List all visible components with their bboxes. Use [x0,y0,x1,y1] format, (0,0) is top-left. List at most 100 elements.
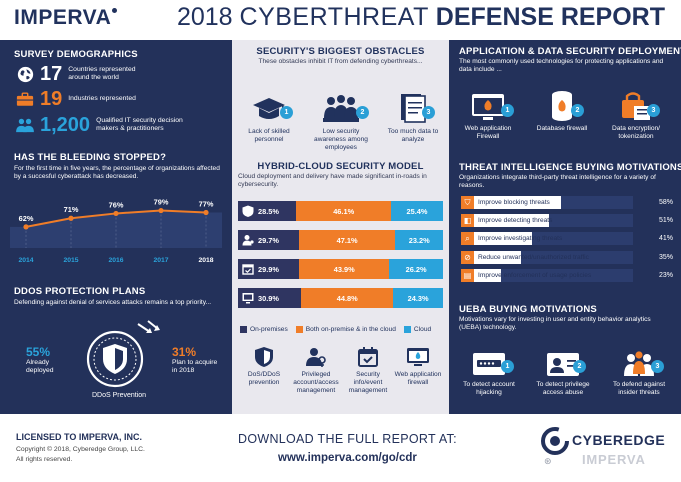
hybrid-seg-both-value: 44.8% [336,293,358,303]
threat-bar-track: ▤ Improve enforcement of usage policies [461,269,633,282]
web-firewall-icon [407,348,429,366]
appsec-3-label: Data encryption/ tokenization [611,125,660,140]
ueba-subtitle: Motivations vary for investing in user a… [459,316,651,331]
briefcase-icon [16,90,34,108]
hybrid-seg-onprem-value: 28.5% [258,206,279,216]
demo-row-practitioners: 1,200 Qualified IT security decision mak… [16,113,186,137]
legend-onprem: On-premises [240,326,288,333]
threat-bar-track: ⌕ Improve investigating threats [461,232,633,245]
hybrid-seg-both-value: 46.1% [333,206,355,216]
lock-folder-icon [622,92,650,120]
threat-bar-icon: ▤ [461,269,474,282]
threat-bar-row: ◧ Improve detecting threats 51% [461,214,675,227]
user-key-icon [242,235,254,246]
ueba-3-label: To defend against insider threats [612,381,666,396]
people-icon [16,116,34,134]
footer: LICENSED TO IMPERVA, INC. Copyright © 20… [0,414,681,482]
chart-data-label: 71% [64,205,79,214]
login-hijack-icon [473,353,505,375]
hybrid-icon-pam-label: Privileged account/access management [293,371,339,394]
ddos-arrows [136,320,162,342]
hybrid-seg-both-value: 43.9% [333,264,355,274]
obstacle-1-label: Lack of skilled personnel [248,128,290,143]
hybrid-seg-both-value: 47.1% [336,235,358,245]
threat-title: THREAT INTELLIGENCE BUYING MOTIVATIONS [459,162,681,173]
calendar-check-icon [242,264,254,275]
threat-bar-row: ⊘ Reduce unwanted/unauthorized traffic 35% [461,251,675,264]
globe-icon [16,65,34,83]
ueba-3-badge: 3 [651,360,664,373]
download-title: DOWNLOAD THE FULL REPORT AT: [238,432,457,446]
download-url-link[interactable]: www.imperva.com/go/cdr [278,452,417,464]
hybrid-seg-cloud: 25.4% [390,201,443,221]
obstacles-title: SECURITY'S BIGGEST OBSTACLES [256,46,425,57]
hybrid-legend: On-premises Both on-premise & in the clo… [240,326,439,333]
appsec-3-badge: 3 [647,104,660,117]
obstacle-3-label: Too much data to analyze [387,128,439,143]
legend-both-label: Both on-premise & in the cloud [305,326,396,333]
hybrid-icon-ddos-label: DoS/DDoS prevention [247,371,281,386]
appsec-2-badge: 2 [571,104,584,117]
legend-cloud: Cloud [403,326,431,333]
threat-bar-label: Improve investigating threats [478,235,563,242]
ueba-item-3: 3 To defend against insider threats [605,344,673,397]
report-title: 2018 CYBERTHREAT DEFENSE REPORT [177,3,665,32]
ueba-2-badge: 2 [573,360,586,373]
shield-icon [255,347,273,367]
threat-bar-label: Improve enforcement of usage policies [478,272,592,279]
cyberedge-logo-icon [541,427,569,455]
imperva-logo[interactable]: IMPERVA [14,6,118,30]
bleeding-subtitle: For the first time in five years, the pe… [14,165,220,180]
hybrid-icon-ddos: DoS/DDoS prevention [238,346,290,387]
bleeding-chart: 62% 2014 71% 2015 76% 2016 79% 2017 77% 2018 [10,192,222,268]
cyberedge-part-a: CYBER [572,432,624,448]
hybrid-seg-cloud-value: 25.4% [406,206,428,216]
obstacle-3-badge: 3 [422,106,435,119]
threat-bar-track: ◧ Improve detecting threats [461,214,633,227]
hybrid-seg-both: 46.1% [296,201,391,221]
threat-bar-pct: 58% [658,199,673,206]
hybrid-seg-cloud-value: 23.2% [408,235,430,245]
threat-bar-row: ⌕ Improve investigating threats 41% [461,232,675,245]
cyberedge-logo[interactable]: CYBEREDGE [572,432,665,448]
hybrid-seg-onprem: 30.9% [238,288,302,308]
hybrid-seg-cloud-value: 26.2% [405,264,427,274]
ddos-plan-pct: 31% [172,345,197,359]
threat-bar-icon: ⊘ [461,251,474,264]
ddos-shield-graphic [82,328,148,390]
ueba-1-label: To detect account hijacking [463,381,515,396]
hybrid-seg-cloud: 26.2% [389,259,443,279]
threat-bar-icon: ◧ [461,214,474,227]
threat-bar-pct: 41% [658,235,673,242]
right-panel: APPLICATION & DATA SECURITY DEPLOYMENTS … [449,40,681,414]
threat-bar-row: ⛉ Improve blocking threats 58% [461,196,675,209]
hybrid-bar-row: 29.7% 47.1% 23.2% [238,230,443,250]
hybrid-title: HYBRID-CLOUD SECURITY MODEL [257,161,424,172]
hybrid-seg-cloud-value: 24.3% [407,293,429,303]
title-year: 2018 [176,3,233,31]
user-key-icon [306,348,326,367]
id-card-icon [547,353,579,376]
bleeding-title: HAS THE BLEEDING STOPPED? [14,152,167,163]
hybrid-seg-cloud: 23.2% [395,230,443,250]
logo-text: IMPERVA [14,6,112,29]
legend-onprem-label: On-premises [250,326,288,333]
countries-count: 17 [40,62,63,85]
hybrid-subtitle: Cloud deployment and delivery have made … [238,173,427,188]
legend-both-swatch [295,326,303,333]
ddos-center-label: DDoS Prevention [91,392,147,399]
hybrid-icon-siem: Security info/event management [342,346,394,395]
threat-bar-icon: ⛉ [461,196,474,209]
ddos-plan: 31% Plan to acquire in 2018 [172,346,218,375]
hybrid-seg-onprem: 28.5% [238,201,297,221]
appsec-1-badge: 1 [501,104,514,117]
threat-bar-label: Improve blocking threats [478,199,550,206]
hybrid-seg-onprem: 29.9% [238,259,300,279]
logo-dot [112,8,118,13]
ddos-deployed-label: Already deployed [26,359,54,374]
appsec-subtitle: The most commonly used technologies for … [459,58,664,73]
threat-bar-fill [461,196,561,209]
demo-row-countries: 17 Countries represented around the worl… [16,62,158,86]
incoming-attack-icon [137,320,160,333]
copyright-text: Copyright © 2018, Cyberedge Group, LLC. [16,446,145,453]
